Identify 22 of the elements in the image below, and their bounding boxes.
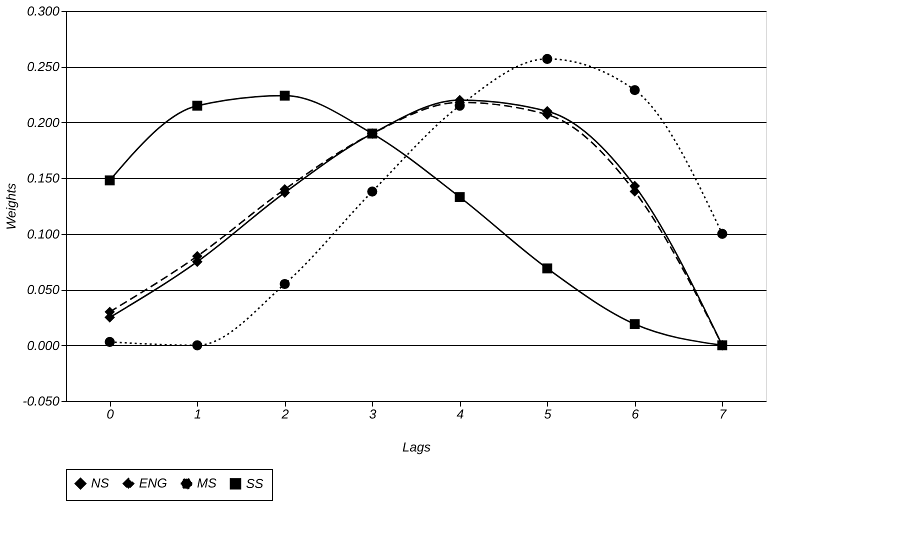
x-tick-label: 7 xyxy=(719,406,728,422)
y-tick-label: -0.050 xyxy=(22,394,60,408)
x-tick-label: 6 xyxy=(632,406,640,422)
y-tick-label: 0.050 xyxy=(26,282,60,298)
y-axis-title: Weights xyxy=(4,182,19,230)
x-tick-label: 5 xyxy=(544,406,552,422)
y-tick-label: 0.250 xyxy=(26,59,60,74)
y-tick-label: 0.150 xyxy=(26,170,60,186)
legend-label: MS xyxy=(197,476,217,491)
y-tick-label: 0.200 xyxy=(26,114,60,130)
x-tick-label: 1 xyxy=(194,406,202,422)
x-tick-label: 4 xyxy=(456,406,464,422)
x-tick-label: 2 xyxy=(280,406,290,422)
y-tick-label: 0.000 xyxy=(26,338,60,353)
y-tick-label: 0.100 xyxy=(26,226,60,242)
y-tick-label: 0.300 xyxy=(26,4,60,18)
x-axis-title: Lags xyxy=(402,440,432,454)
legend-label: ENG xyxy=(139,476,168,491)
legend-label: SS xyxy=(246,476,264,491)
x-tick-label: 0 xyxy=(106,406,115,422)
legend-label: NS xyxy=(91,476,110,491)
x-tick-label: 3 xyxy=(369,406,378,422)
